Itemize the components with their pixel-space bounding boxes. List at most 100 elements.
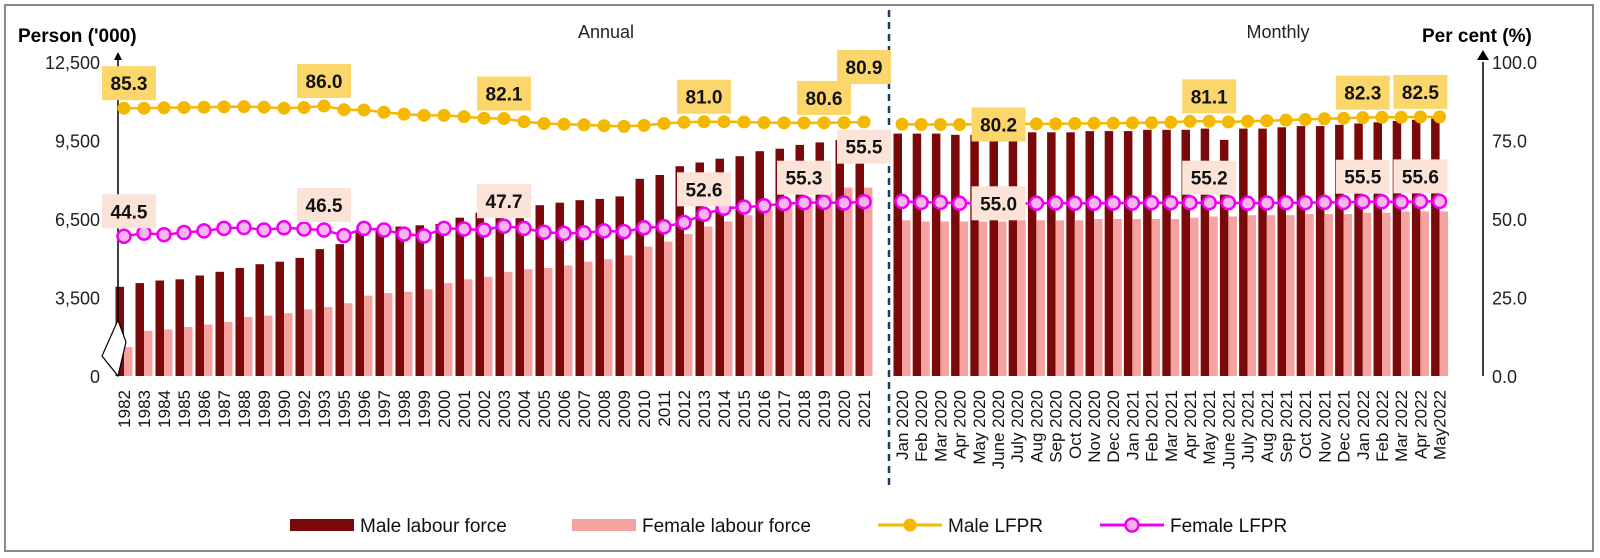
axis-break-icon	[101, 318, 127, 378]
bar-male-2014	[715, 158, 724, 376]
female-lfpr-label-2003: 47.7	[486, 192, 523, 213]
bar-male-aug-2020	[1027, 132, 1037, 376]
male-lfpr-point-sep-2021	[1279, 113, 1293, 127]
x-tick-2018: 2018	[795, 390, 814, 428]
male-lfpr-point-1997	[377, 105, 391, 119]
male-lfpr-point-jan-2020	[895, 117, 909, 131]
x-tick-dec-2020: Dec 2020	[1104, 390, 1123, 463]
male-lfpr-point-2006	[557, 117, 571, 131]
right-tick-0-0: 0.0	[1492, 367, 1517, 387]
bar-female-feb-2021	[1151, 219, 1161, 376]
x-tick-1982: 1982	[115, 390, 134, 428]
female-lfpr-point-2004	[516, 220, 532, 237]
bar-male-2006	[555, 202, 564, 376]
female-lfpr-point-2019	[816, 194, 832, 211]
legend: Male labour force Female labour force Ma…	[290, 516, 1287, 537]
x-tick-1986: 1986	[195, 390, 214, 428]
x-tick-aug-2020: Aug 2020	[1027, 390, 1046, 463]
bar-female-2007	[584, 261, 593, 376]
male-lfpr-label-may-2021-bg	[1182, 79, 1237, 114]
bar-female-1983	[144, 330, 153, 376]
bar-female-1984	[164, 329, 173, 376]
x-tick-2006: 2006	[555, 390, 574, 428]
bar-male-1984	[155, 280, 164, 376]
female-lfpr-point-2012	[676, 214, 692, 231]
bar-female-1998	[404, 291, 413, 376]
male-lfpr-point-1984	[157, 101, 171, 115]
female-lfpr-point-2016	[756, 198, 772, 214]
female-lfpr-label-2021: 55.5	[846, 138, 883, 159]
bar-male-2017	[775, 148, 784, 376]
female-lfpr-point-oct-2020	[1067, 195, 1083, 212]
x-tick-jan-2021: Jan 2021	[1123, 390, 1142, 460]
bar-female-jan-2021	[1132, 219, 1141, 376]
male-lfpr-point-dec-2020	[1106, 116, 1120, 130]
female-lfpr-label-1982-bg	[102, 194, 156, 229]
female-lfpr-label-2003-bg	[477, 184, 531, 219]
female-lfpr-point-may2022	[1431, 193, 1448, 210]
bar-male-apr-2020	[951, 134, 960, 376]
female-lfpr-point-2006	[556, 225, 572, 242]
bar-female-2013	[704, 226, 713, 376]
male-lfpr-point-1989	[257, 100, 271, 114]
male-lfpr-point-2001	[457, 110, 471, 124]
male-lfpr-point-1999	[417, 108, 431, 122]
bar-female-may2022	[1439, 211, 1449, 376]
female-lfpr-point-1992	[296, 221, 312, 237]
x-tick-1993: 1993	[315, 390, 334, 428]
male-lfpr-point-jan-2022	[1356, 111, 1370, 125]
x-ticks-layer: 1982 1983 1984 1985 1986 1987 1988 1989 1990 1992…	[115, 390, 1450, 469]
male-lfpr-label-1982-bg	[102, 66, 156, 101]
right-tick-25-0: 25.0	[1492, 289, 1527, 309]
legend-label-female-labour-force: Female labour force	[642, 516, 811, 537]
x-tick-feb-2020: Feb 2020	[912, 390, 931, 462]
female-lfpr-point-1997	[376, 222, 392, 238]
x-tick-2013: 2013	[695, 390, 714, 428]
female-lfpr-point-2011	[656, 219, 672, 235]
female-lfpr-point-2010	[636, 220, 652, 236]
male-lfpr-point-2008	[597, 119, 611, 133]
x-tick-1997: 1997	[375, 390, 394, 428]
bar-female-2003	[504, 271, 513, 376]
x-tick-nov-2020: Nov 2020	[1085, 390, 1104, 463]
bar-male-sep-2020	[1047, 132, 1056, 376]
bar-female-sep-2021	[1286, 215, 1295, 376]
male-lfpr-point-1986	[197, 100, 211, 114]
female-lfpr-point-2002	[476, 222, 492, 238]
bar-male-1986	[195, 275, 204, 376]
bar-male-1983	[135, 283, 144, 376]
x-tick-2019: 2019	[815, 390, 834, 428]
male-lfpr-point-1990	[277, 101, 291, 115]
bar-female-nov-2021	[1324, 214, 1333, 376]
female-lfpr-point-oct-2021	[1297, 194, 1313, 211]
male-lfpr-point-apr-2021	[1183, 114, 1197, 128]
bar-female-2016	[764, 210, 773, 376]
left-axis-arrow	[114, 52, 122, 60]
bar-female-apr-2020	[959, 221, 969, 376]
bar-male-2020	[835, 139, 844, 376]
bar-male-june-2020	[989, 134, 998, 376]
male-lfpr-point-aug-2021	[1260, 114, 1274, 128]
bar-male-2011	[655, 175, 664, 376]
bar-female-2019	[824, 192, 833, 376]
female-lfpr-point-1995	[336, 227, 352, 244]
bar-male-1987	[215, 271, 224, 376]
legend-label-male-lfpr: Male LFPR	[948, 516, 1043, 537]
bar-male-mar-2020	[931, 133, 941, 376]
male-lfpr-point-1983	[137, 101, 151, 115]
bar-male-2003	[495, 209, 504, 376]
x-tick-2007: 2007	[575, 390, 594, 428]
x-tick-2017: 2017	[775, 390, 794, 428]
bar-female-aug-2021	[1266, 215, 1276, 376]
female-lfpr-point-1982	[116, 228, 132, 245]
male-lfpr-label-jan-2022: 82.3	[1344, 84, 1381, 105]
bar-male-1995	[335, 244, 344, 376]
female-lfpr-label-may-2021-bg	[1182, 160, 1237, 195]
bar-male-feb-2022	[1373, 122, 1382, 376]
x-tick-2003: 2003	[495, 390, 514, 428]
bar-male-2004	[515, 207, 524, 376]
bar-female-apr-2022	[1420, 211, 1429, 376]
male-lfpr-label-2013: 81.0	[686, 88, 723, 109]
bar-male-1993	[315, 249, 324, 376]
x-tick-jan-2020: Jan 2020	[893, 390, 912, 460]
